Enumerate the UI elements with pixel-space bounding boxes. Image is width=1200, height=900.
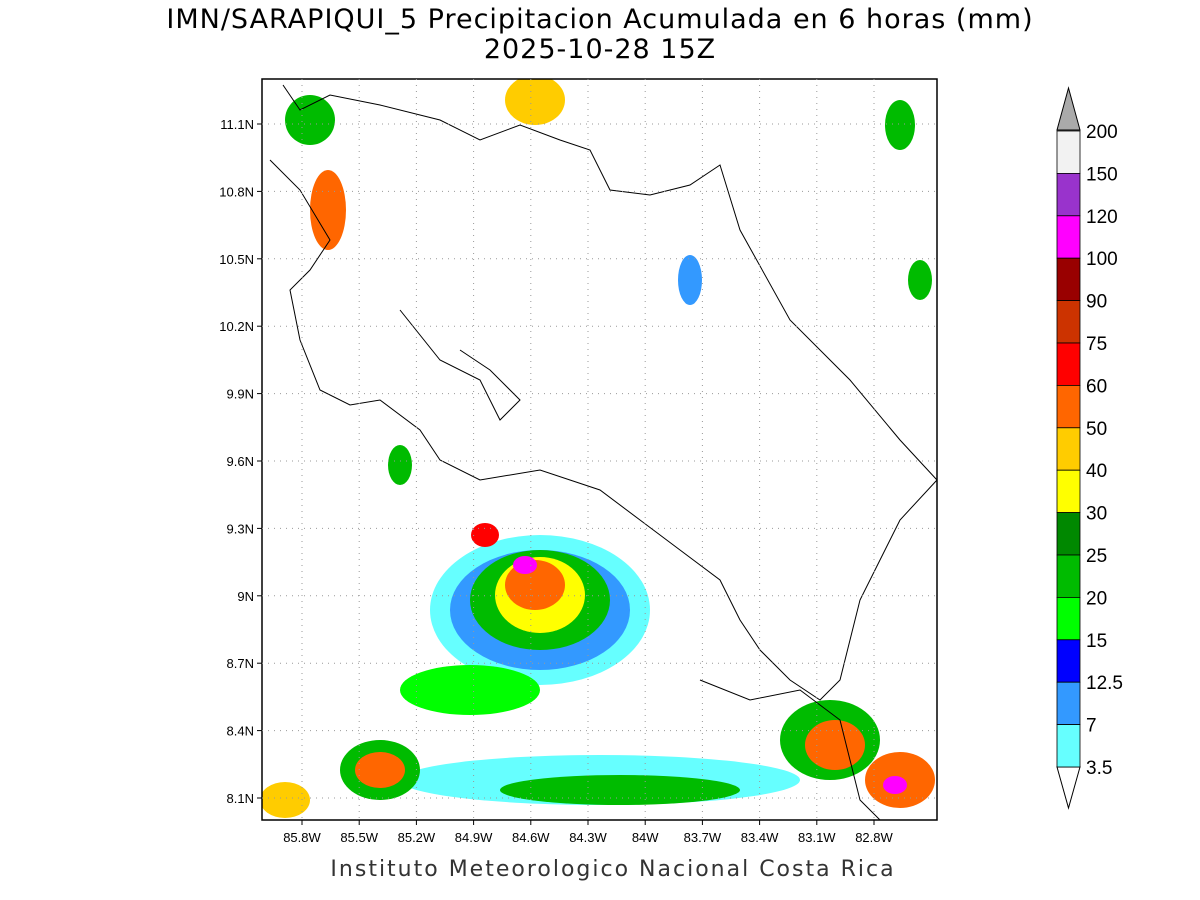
lat-label: 9.6N [227, 454, 254, 469]
lon-label: 84W [632, 830, 659, 845]
lon-label: 82.8W [855, 830, 893, 845]
colorbar-label: 200 [1086, 122, 1118, 143]
lat-label: 8.7N [227, 656, 254, 671]
coastline [282, 84, 937, 481]
subtitle: 2025-10-28 15Z [484, 34, 716, 65]
colorbar-box [1056, 342, 1081, 386]
lon-label: 83.4W [741, 830, 779, 845]
lon-label: 85.8W [283, 830, 321, 845]
colorbar-box [1056, 554, 1081, 598]
footer: Instituto Meteorologico Nacional Costa R… [330, 857, 895, 882]
lon-label: 83.1W [798, 830, 836, 845]
colorbar-label: 15 [1086, 631, 1107, 652]
colorbar-label: 75 [1086, 334, 1107, 355]
lon-label: 84.9W [455, 830, 493, 845]
colorbar-box [1056, 300, 1081, 344]
colorbar-box [1056, 257, 1081, 302]
lon-label: 85.2W [398, 830, 436, 845]
colorbar-label: 30 [1086, 504, 1107, 525]
colorbar-label: 150 [1086, 164, 1118, 185]
colorbar-box [1056, 172, 1081, 217]
lat-label: 10.5N [219, 252, 254, 267]
lon-label: 83.7W [684, 830, 722, 845]
title: IMN/SARAPIQUI_5 Precipitacion Acumulada … [166, 4, 1033, 35]
lat-label: 8.1N [227, 791, 254, 806]
map-frame [261, 78, 938, 821]
colorbar-box [1056, 724, 1081, 768]
colorbar-label: 40 [1086, 461, 1107, 482]
colorbar-label: 7 [1086, 716, 1097, 737]
colorbar-box [1056, 215, 1081, 259]
colorbar-box [1056, 130, 1081, 174]
colorbar-box [1056, 639, 1081, 683]
colorbar-label: 25 [1086, 546, 1107, 567]
colorbar-label: 120 [1086, 207, 1118, 228]
lat-label: 9N [237, 589, 254, 604]
colorbar-label: 3.5 [1086, 758, 1112, 779]
lon-label: 85.5W [340, 830, 378, 845]
colorbar-box [1056, 427, 1081, 471]
colorbar-label: 60 [1086, 376, 1107, 397]
colorbar-over [1056, 86, 1081, 131]
coastline [399, 309, 521, 421]
colorbar-label: 20 [1086, 588, 1107, 609]
lat-label: 10.8N [219, 184, 254, 199]
coastline [699, 679, 881, 820]
colorbar-label: 90 [1086, 292, 1107, 313]
lat-label: 10.2N [219, 319, 254, 334]
colorbar-label: 12.5 [1086, 673, 1123, 694]
colorbar-under [1056, 766, 1081, 810]
map: 11.1N 10.8N 10.5N 10.2N 9.9N 9.6N 9.3N 9N 8.7N 8.… [219, 78, 938, 845]
lat-label: 11.1N [220, 117, 254, 132]
lat-label: 8.4N [227, 724, 254, 739]
lon-label: 84.6W [512, 830, 550, 845]
lat-label: 9.9N [227, 387, 254, 402]
colorbar-box [1056, 597, 1081, 641]
lon-label: 84.3W [569, 830, 607, 845]
lat-label: 9.3N [227, 521, 254, 536]
colorbar-label: 100 [1086, 249, 1118, 270]
colorbar-box [1056, 512, 1081, 556]
colorbar-box [1056, 469, 1081, 514]
colorbar-box [1056, 384, 1081, 429]
colorbar-box [1056, 681, 1081, 726]
colorbar-label: 50 [1086, 419, 1107, 440]
colorbar: 200 150 120 100 90 75 60 50 40 30 25 20 15 12.5 7 3.5 [1056, 86, 1123, 810]
precip-field [262, 79, 935, 818]
coastline [269, 159, 937, 701]
